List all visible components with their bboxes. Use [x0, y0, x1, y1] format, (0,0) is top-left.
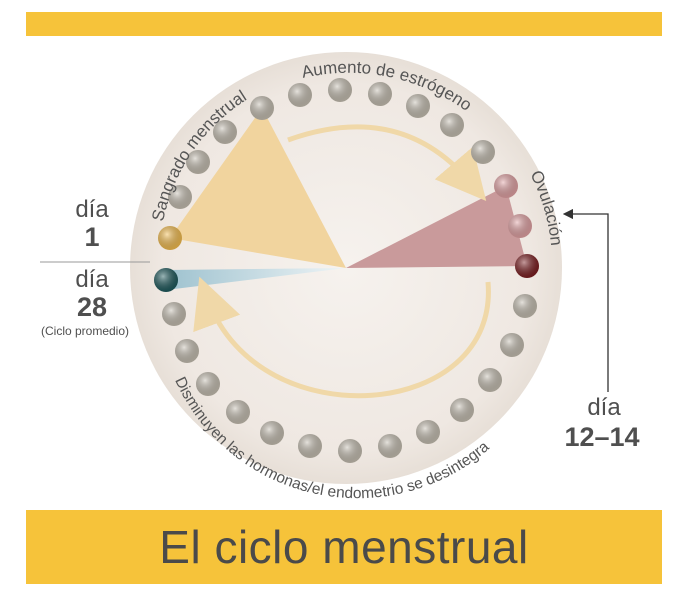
title-band: El ciclo menstrual [26, 510, 662, 584]
day28-note: (Ciclo promedio) [40, 324, 130, 338]
bead-shine-26 [175, 339, 199, 363]
day1-word: día [75, 196, 109, 223]
day1-number: 1 [84, 222, 100, 252]
bead-shine-16 [500, 333, 524, 357]
bead-shine-7 [328, 78, 352, 102]
bead-shine-4 [213, 120, 237, 144]
rising-arrow [287, 124, 487, 202]
day28-word: día [75, 266, 109, 293]
bead-shine-23 [260, 421, 284, 445]
bead-shine-1 [158, 226, 182, 250]
top-accent-bar [26, 12, 662, 36]
bead-shine-22 [298, 434, 322, 458]
bead-shine-17 [478, 368, 502, 392]
declining-arrow [193, 276, 491, 399]
ovulation-phase-sector [346, 186, 527, 268]
bead-shine-13 [508, 214, 532, 238]
bead-shine-5 [250, 96, 274, 120]
bead-shine-25 [196, 372, 220, 396]
bead-shine-21 [338, 439, 362, 463]
bead-shine-28 [154, 268, 178, 292]
ovulation-day-number: 12–14 [564, 422, 640, 452]
bead-shine-3 [186, 150, 210, 174]
bead-shine-9 [406, 94, 430, 118]
day28-number: 28 [76, 292, 108, 322]
bead-shine-15 [513, 294, 537, 318]
bead-shine-12 [494, 174, 518, 198]
bead-shine-24 [226, 400, 250, 424]
bead-shine-18 [450, 398, 474, 422]
page-title: El ciclo menstrual [159, 521, 529, 573]
bead-shine-6 [288, 83, 312, 107]
menstrual-cycle-diagram: Sangrado menstrual Aumento de estrógeno … [40, 52, 609, 500]
bead-shine-2 [168, 185, 192, 209]
bead-shine-10 [440, 113, 464, 137]
bead-shine-11 [471, 140, 495, 164]
bead-shine-8 [368, 82, 392, 106]
ovulation-pointer-line [562, 208, 609, 392]
bead-shine-27 [162, 302, 186, 326]
bead-shine-20 [378, 434, 402, 458]
bead-highlights [154, 78, 539, 463]
ovulation-day-word: día [587, 394, 621, 421]
bead-shine-14 [515, 254, 539, 278]
bead-shine-19 [416, 420, 440, 444]
menstrual-phase-sector [170, 108, 346, 268]
